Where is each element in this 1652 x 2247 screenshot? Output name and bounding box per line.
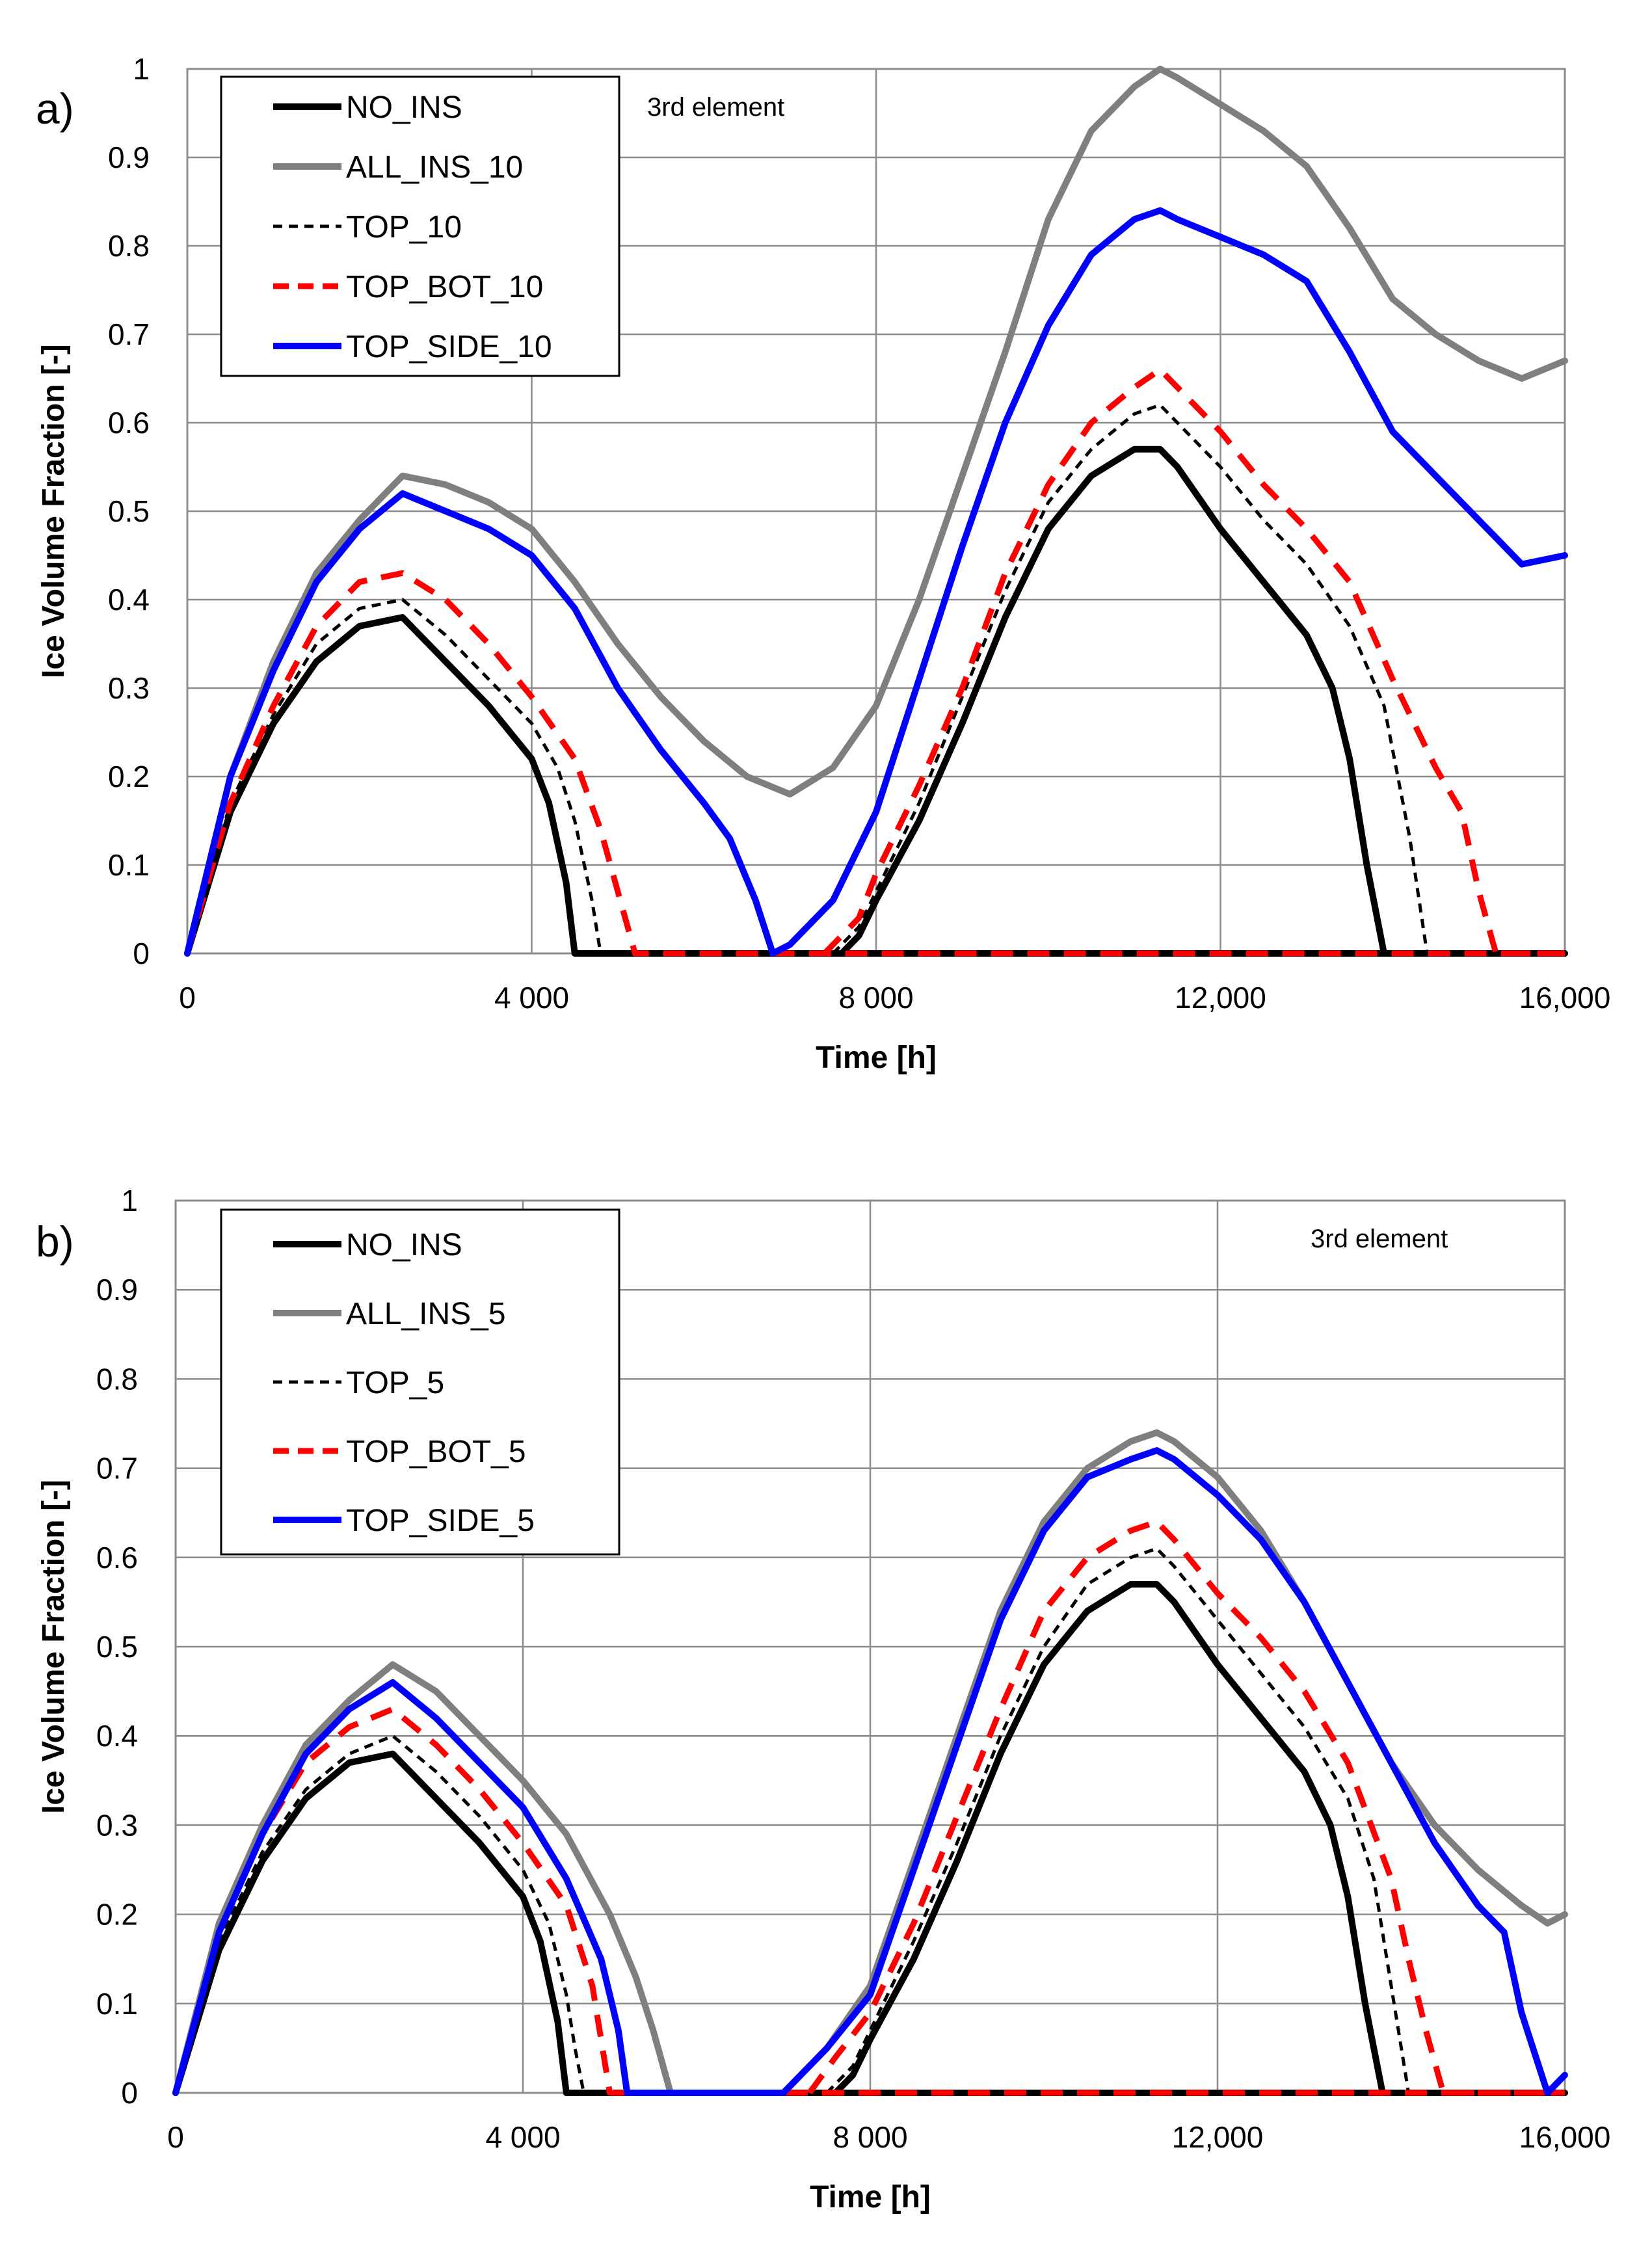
element-annotation: 3rd element xyxy=(647,93,784,122)
y-tick-label: 0 xyxy=(121,2076,138,2110)
y-tick-label: 0.5 xyxy=(108,494,150,528)
y-tick-label: 0.1 xyxy=(108,848,150,882)
legend-label: ALL_INS_5 xyxy=(346,1297,506,1331)
x-tick-label: 12,000 xyxy=(1172,2120,1264,2154)
y-tick-label: 1 xyxy=(133,52,150,86)
y-tick-label: 0.9 xyxy=(108,140,150,174)
series-line-TOP_5-cycle2 xyxy=(825,1547,1565,2095)
y-tick-label: 1 xyxy=(121,1184,138,1217)
series-line-TOP_BOT_5 xyxy=(172,1706,1565,2096)
panel-label: b) xyxy=(36,1217,74,1266)
legend: NO_INS ALL_INS_10 TOP_10 TOP_BOT_10 TOP_SIDE… xyxy=(220,75,620,377)
series-line-TOP_10-cycle2 xyxy=(832,403,1565,955)
series-line-TOP_BOT_10-cycle2 xyxy=(822,366,1565,957)
x-tick-label: 12,000 xyxy=(1175,981,1266,1015)
x-tick-label: 16,000 xyxy=(1519,2120,1611,2154)
x-tick-label: 4 000 xyxy=(494,981,569,1015)
legend-label: TOP_5 xyxy=(346,1366,444,1400)
legend-label: TOP_SIDE_5 xyxy=(346,1504,535,1538)
legend-label: TOP_10 xyxy=(346,210,462,245)
y-tick-label: 0.2 xyxy=(96,1898,138,1932)
legend-label: NO_INS xyxy=(346,1228,462,1262)
series-line-NO_INS xyxy=(172,1750,1568,2096)
y-tick-label: 0.6 xyxy=(108,406,150,440)
y-tick-label: 0.8 xyxy=(96,1362,138,1396)
y-tick-label: 0.4 xyxy=(108,583,150,617)
series-line-TOP_10 xyxy=(185,598,1565,955)
y-tick-label: 0.7 xyxy=(96,1452,138,1485)
y-tick-label: 0.5 xyxy=(96,1630,138,1664)
y-tick-label: 0.3 xyxy=(96,1808,138,1842)
y-tick-label: 0.2 xyxy=(108,760,150,793)
chart-panel-2: 0 0.1 0.2 0.3 0.4 0.5 0.6 0.7 0.8 0.9 1 0 4 000 8 000… xyxy=(36,1184,1610,2214)
legend-label: TOP_BOT_5 xyxy=(346,1435,526,1469)
series-line-TOP_BOT_5-cycle2 xyxy=(806,1519,1565,2096)
y-tick-label: 0.1 xyxy=(96,1987,138,2021)
legend-label: ALL_INS_10 xyxy=(346,150,523,185)
series-line-TOP_SIDE_5 xyxy=(172,1447,1568,2096)
x-tick-label: 16,000 xyxy=(1519,981,1611,1015)
legend-label: TOP_BOT_10 xyxy=(346,270,543,304)
legend: NO_INS ALL_INS_5 TOP_5 TOP_BOT_5 TOP_SIDE_5 xyxy=(220,1208,620,1556)
chart-panel-1: 0 0.1 0.2 0.3 0.4 0.5 0.6 0.7 0.8 0.9 1 0 4 000 8 000… xyxy=(36,52,1610,1075)
x-tick-label: 0 xyxy=(179,981,196,1015)
legend-box xyxy=(220,75,620,377)
legend-label: TOP_SIDE_10 xyxy=(346,330,552,364)
series-line-NO_INS xyxy=(184,614,1568,957)
y-tick-label: 0.3 xyxy=(108,671,150,705)
x-tick-label: 8 000 xyxy=(838,981,913,1015)
element-annotation: 3rd element xyxy=(1311,1225,1448,1253)
legend-box xyxy=(220,1208,620,1556)
y-tick-label: 0.8 xyxy=(108,229,150,263)
y-tick-label: 0 xyxy=(133,937,150,970)
series-line-TOP_SIDE_10 xyxy=(184,207,1568,957)
x-axis-title: Time [h] xyxy=(816,1041,937,1075)
x-tick-label: 4 000 xyxy=(485,2120,560,2154)
y-tick-label: 0.6 xyxy=(96,1541,138,1575)
y-axis-title: Ice Volume Fraction [-] xyxy=(36,1480,71,1814)
y-tick-label: 0.4 xyxy=(96,1719,138,1753)
panel-label: a) xyxy=(36,85,74,133)
series-line-ALL_INS_10 xyxy=(184,66,1568,957)
x-axis-title: Time [h] xyxy=(810,2180,931,2214)
series-line-NO_INS-cycle2 xyxy=(838,445,1568,957)
y-tick-label: 0.9 xyxy=(96,1273,138,1307)
series-line-NO_INS-cycle2 xyxy=(832,1581,1568,2096)
x-tick-label: 0 xyxy=(167,2120,184,2154)
y-axis-title: Ice Volume Fraction [-] xyxy=(36,344,71,678)
legend-label: NO_INS xyxy=(346,90,462,125)
x-tick-label: 8 000 xyxy=(833,2120,907,2154)
series-line-TOP_BOT_10 xyxy=(184,570,1565,957)
y-tick-label: 0.7 xyxy=(108,317,150,351)
series-line-TOP_5 xyxy=(174,1734,1565,2095)
